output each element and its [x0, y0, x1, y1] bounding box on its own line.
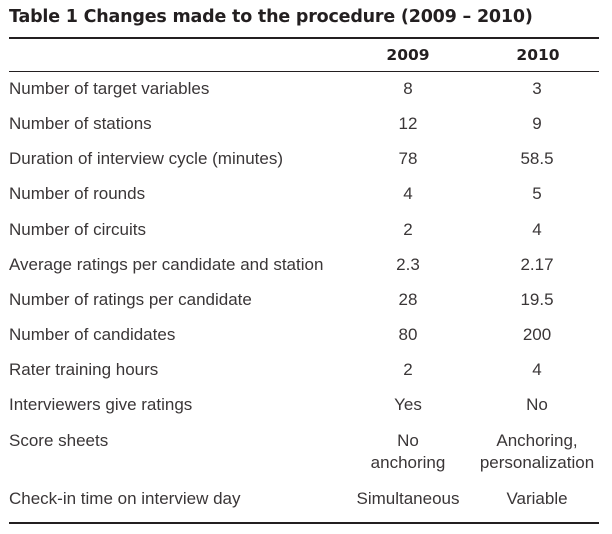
value-2009: 28: [398, 290, 418, 309]
value-2009: 2.3: [396, 255, 420, 274]
value-2009: Simultaneous: [356, 489, 460, 508]
value-2010: 2.17: [520, 255, 554, 274]
column-header-2009: 2009: [386, 46, 430, 64]
row-label: Check-in time on interview day: [9, 489, 241, 508]
value-2010: 3: [532, 79, 542, 98]
row-label: Average ratings per candidate and statio…: [9, 255, 324, 274]
header-rule: [9, 71, 599, 72]
value-2010: 19.5: [520, 290, 554, 309]
row-label: Duration of interview cycle (minutes): [9, 149, 283, 168]
value-2010: 4: [532, 360, 542, 379]
row-label: Number of rounds: [9, 184, 146, 203]
value-2010: 5: [532, 184, 542, 203]
bottom-rule: [9, 522, 599, 524]
value-2010: 4: [532, 220, 542, 239]
row-label: Number of target variables: [9, 79, 210, 98]
table-caption: Table 1 Changes made to the procedure (2…: [9, 7, 533, 27]
value-2009: 2: [403, 360, 413, 379]
value-2010: 58.5: [520, 149, 554, 168]
row-label: Score sheets: [9, 431, 109, 450]
row-label: Number of circuits: [9, 220, 146, 239]
value-2009: 12: [398, 114, 418, 133]
value-2009: No anchoring: [370, 431, 446, 472]
value-2010: 200: [522, 325, 552, 344]
value-2009: 8: [403, 79, 413, 98]
column-header-2010: 2010: [516, 46, 560, 64]
value-2009: 78: [398, 149, 418, 168]
row-label: Number of candidates: [9, 325, 176, 344]
row-label: Rater training hours: [9, 360, 159, 379]
value-2009: 2: [403, 220, 413, 239]
value-2010: No: [526, 395, 548, 414]
row-label: Number of ratings per candidate: [9, 290, 252, 309]
value-2010: Variable: [506, 489, 568, 508]
value-2010: 9: [532, 114, 542, 133]
value-2009: 80: [398, 325, 418, 344]
value-2009: Yes: [394, 395, 422, 414]
row-label: Number of stations: [9, 114, 152, 133]
row-label: Interviewers give ratings: [9, 395, 193, 414]
value-2010: Anchoring, personalization: [479, 431, 595, 472]
value-2009: 4: [403, 184, 413, 203]
top-rule: [9, 37, 599, 39]
